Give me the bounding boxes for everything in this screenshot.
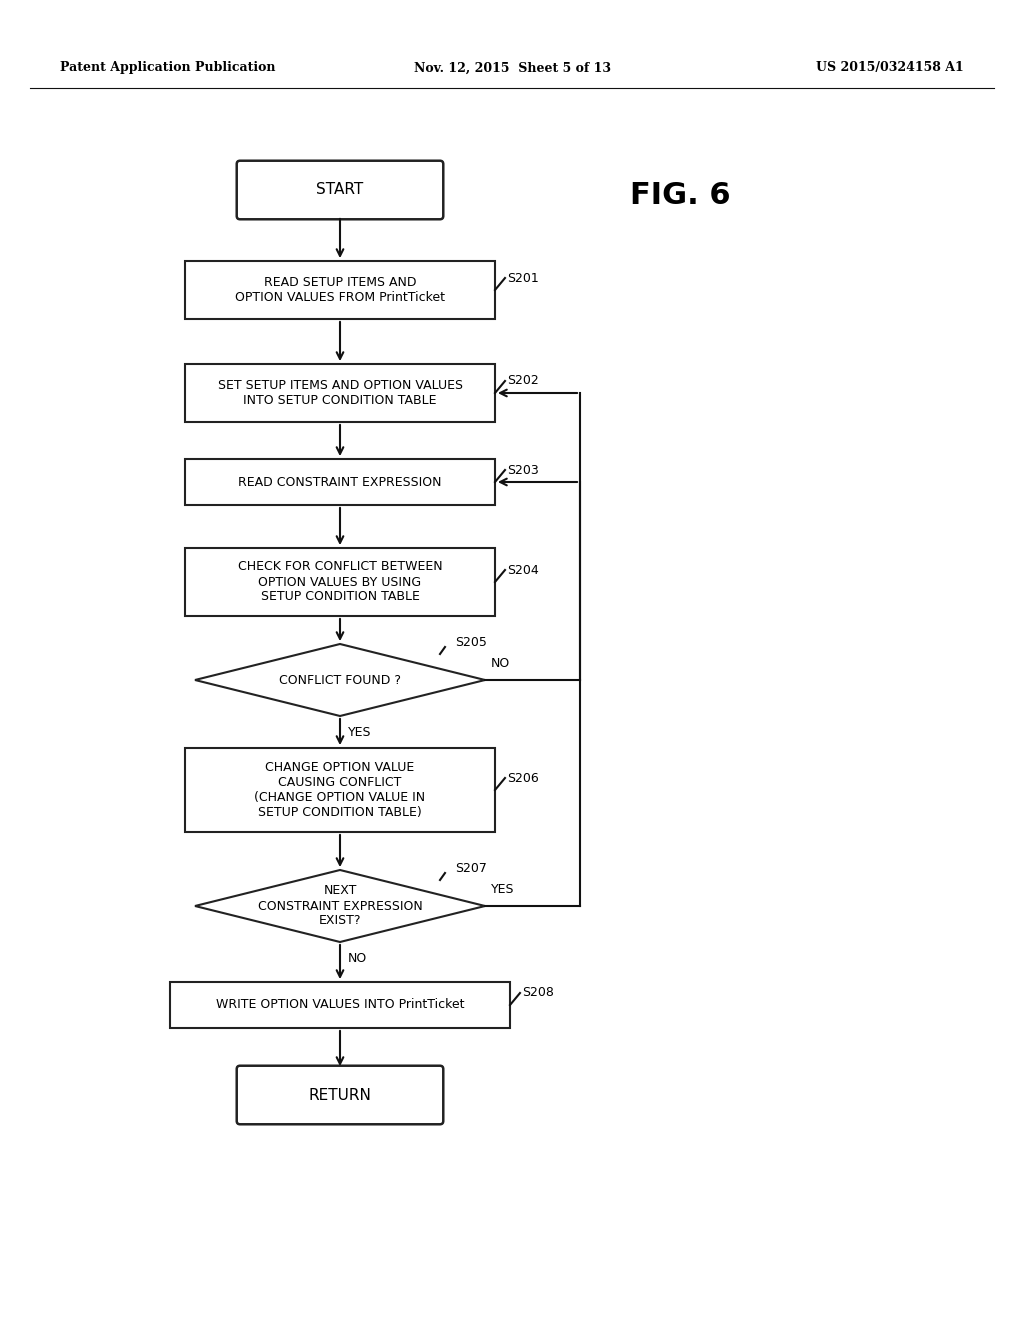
Text: NEXT
CONSTRAINT EXPRESSION
EXIST?: NEXT CONSTRAINT EXPRESSION EXIST? xyxy=(258,884,422,928)
Bar xyxy=(185,459,495,506)
Text: S206: S206 xyxy=(507,771,539,784)
Text: S203: S203 xyxy=(507,463,539,477)
Text: FIG. 6: FIG. 6 xyxy=(630,181,730,210)
Text: Nov. 12, 2015  Sheet 5 of 13: Nov. 12, 2015 Sheet 5 of 13 xyxy=(414,62,610,74)
Text: YES: YES xyxy=(490,883,514,896)
Text: S207: S207 xyxy=(455,862,486,875)
Text: S205: S205 xyxy=(455,636,486,649)
Text: START: START xyxy=(316,182,364,198)
Text: CHANGE OPTION VALUE
CAUSING CONFLICT
(CHANGE OPTION VALUE IN
SETUP CONDITION TAB: CHANGE OPTION VALUE CAUSING CONFLICT (CH… xyxy=(254,762,426,818)
Text: CONFLICT FOUND ?: CONFLICT FOUND ? xyxy=(279,673,401,686)
Text: SET SETUP ITEMS AND OPTION VALUES
INTO SETUP CONDITION TABLE: SET SETUP ITEMS AND OPTION VALUES INTO S… xyxy=(217,379,463,407)
Text: S208: S208 xyxy=(522,986,554,999)
Text: S201: S201 xyxy=(507,272,539,285)
Polygon shape xyxy=(195,644,485,715)
Text: US 2015/0324158 A1: US 2015/0324158 A1 xyxy=(816,62,964,74)
Text: S204: S204 xyxy=(507,564,539,577)
Bar xyxy=(185,364,495,422)
Bar xyxy=(170,982,510,1028)
Text: NO: NO xyxy=(490,657,510,671)
Text: RETURN: RETURN xyxy=(308,1088,372,1102)
Text: Patent Application Publication: Patent Application Publication xyxy=(60,62,275,74)
Polygon shape xyxy=(195,870,485,942)
Text: WRITE OPTION VALUES INTO PrintTicket: WRITE OPTION VALUES INTO PrintTicket xyxy=(216,998,464,1011)
Text: NO: NO xyxy=(348,952,368,965)
Text: READ CONSTRAINT EXPRESSION: READ CONSTRAINT EXPRESSION xyxy=(239,475,441,488)
Bar xyxy=(185,748,495,832)
Text: YES: YES xyxy=(348,726,372,739)
Bar xyxy=(185,261,495,319)
FancyBboxPatch shape xyxy=(237,1065,443,1125)
Text: S202: S202 xyxy=(507,375,539,388)
Bar xyxy=(185,548,495,616)
FancyBboxPatch shape xyxy=(237,161,443,219)
Text: CHECK FOR CONFLICT BETWEEN
OPTION VALUES BY USING
SETUP CONDITION TABLE: CHECK FOR CONFLICT BETWEEN OPTION VALUES… xyxy=(238,561,442,603)
Text: READ SETUP ITEMS AND
OPTION VALUES FROM PrintTicket: READ SETUP ITEMS AND OPTION VALUES FROM … xyxy=(234,276,445,304)
